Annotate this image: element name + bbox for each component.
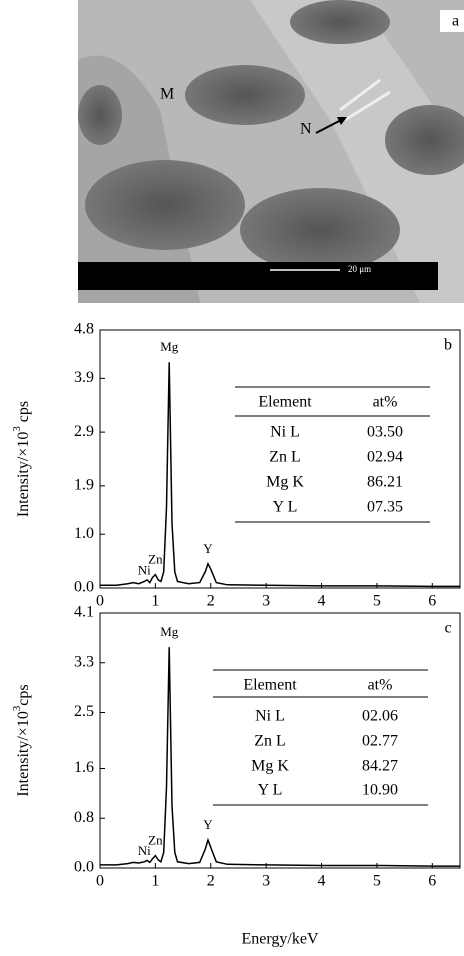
x-axis-label: Energy/keV [241, 931, 318, 948]
table-cell: 84.27 [362, 758, 398, 775]
label-m: M [160, 86, 174, 103]
y-tick-label: 0.0 [74, 579, 94, 596]
x-tick-label: 4 [318, 593, 326, 610]
table-cell: Y L [258, 782, 283, 799]
y-axis-label-part: 3 [11, 705, 23, 711]
y-tick-label: 4.1 [74, 604, 94, 621]
y-tick-label: 0.8 [74, 809, 94, 826]
table-cell: Mg K [251, 758, 289, 775]
spectrum-line [100, 647, 460, 867]
table-cell: 02.06 [362, 708, 398, 725]
peak-label: Ni [138, 563, 151, 578]
peak-label: Zn [148, 552, 163, 567]
x-tick-label: 1 [151, 873, 159, 890]
x-tick-label: 4 [318, 873, 326, 890]
x-tick-label: 2 [207, 593, 215, 610]
peak-label: Mg [160, 339, 179, 354]
peak-label: Mg [160, 624, 179, 639]
x-tick-label: 5 [373, 873, 381, 890]
y-axis-label-part: 3 [11, 426, 23, 432]
panel-label: c [444, 620, 451, 637]
peak-label: Zn [148, 833, 163, 848]
x-tick-label: 6 [428, 593, 436, 610]
table-header: at% [368, 677, 393, 694]
y-tick-label: 2.9 [74, 423, 94, 440]
y-tick-label: 1.0 [74, 525, 94, 542]
table-header: at% [373, 394, 398, 411]
table-cell: Y L [273, 499, 298, 516]
y-tick-label: 3.3 [74, 653, 94, 670]
x-tick-label: 6 [428, 873, 436, 890]
y-axis-label-part: cps [15, 684, 32, 705]
x-tick-label: 5 [373, 593, 381, 610]
scale-bar: 20 μm [348, 264, 371, 274]
table-cell: Zn L [254, 733, 286, 750]
table-header: Element [243, 677, 297, 694]
y-axis-label-part: cps [15, 401, 32, 426]
y-axis-label-part: Intensity/×10 [15, 432, 32, 517]
table-cell: Ni L [255, 708, 285, 725]
peak-label: Y [203, 541, 213, 556]
plot-frame [99, 329, 461, 589]
spectrum-line [100, 362, 460, 588]
table-cell: Zn L [269, 449, 301, 466]
table-cell: 02.94 [367, 449, 403, 466]
y-tick-label: 1.9 [74, 477, 94, 494]
y-tick-label: 0.0 [74, 859, 94, 876]
table-cell: 10.90 [362, 782, 398, 799]
table-cell: 07.35 [367, 499, 403, 516]
y-axis-label: Intensity/×103 cps [11, 401, 32, 517]
y-tick-label: 2.5 [74, 703, 94, 720]
y-axis-label-part: Intensity/×10 [15, 711, 32, 796]
peak-label: Y [203, 817, 213, 832]
panel-label: b [444, 337, 452, 354]
x-tick-label: 0 [96, 873, 104, 890]
table-header: Element [258, 394, 312, 411]
plot-frame [99, 612, 461, 869]
panel-label: a [452, 13, 459, 30]
x-tick-label: 3 [262, 873, 270, 890]
x-tick-label: 0 [96, 593, 104, 610]
label-n: N [300, 121, 312, 138]
y-tick-label: 4.8 [74, 321, 94, 338]
table-cell: 03.50 [367, 424, 403, 441]
table-cell: 86.21 [367, 474, 403, 491]
peak-label: Ni [138, 843, 151, 858]
sem-image: 20 μm M N a [78, 0, 464, 303]
table-cell: 02.77 [362, 733, 398, 750]
y-tick-label: 3.9 [74, 369, 94, 386]
y-tick-label: 1.6 [74, 759, 94, 776]
x-tick-label: 1 [151, 593, 159, 610]
table-cell: Mg K [266, 474, 304, 491]
x-tick-label: 3 [262, 593, 270, 610]
table-cell: Ni L [270, 424, 300, 441]
x-tick-label: 2 [207, 873, 215, 890]
y-axis-label: Intensity/×103cps [11, 684, 32, 796]
